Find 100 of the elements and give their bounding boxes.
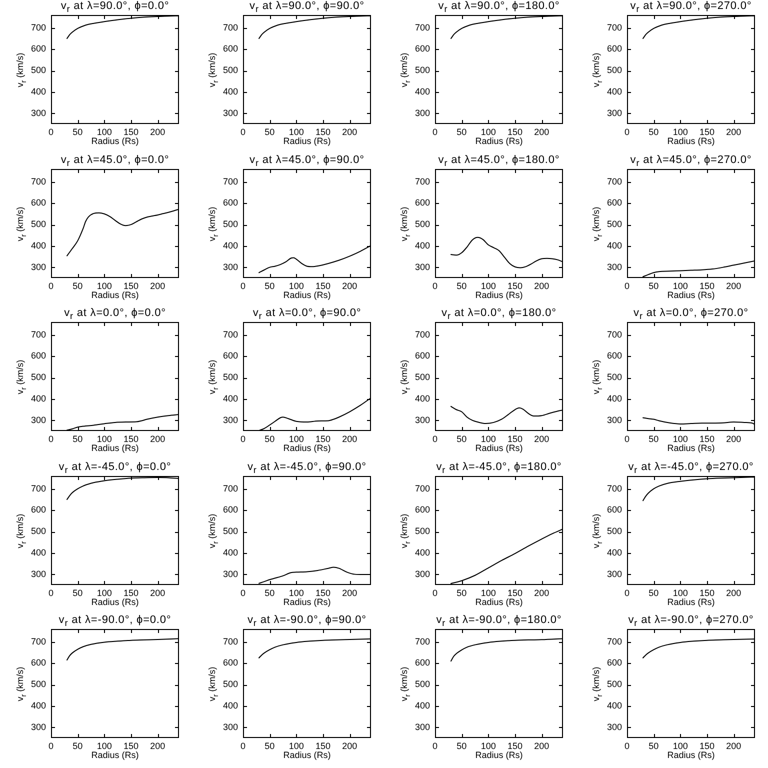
x-tick-label: 100	[96, 434, 112, 444]
x-axis-title: Radius (Rs)	[667, 597, 715, 608]
x-tick-label: 200	[150, 740, 166, 751]
y-tick-label: 500	[30, 526, 46, 536]
x-tick-label: 150	[315, 280, 331, 291]
chart-title: v$_{r}$ at λ=-45.0°, ϕ=180.0°	[435, 461, 563, 476]
y-tick-label: 400	[606, 393, 622, 404]
chart-title: v$_{r}$ at λ=0.0°, ϕ=90.0°	[252, 307, 362, 322]
y-tick-label: 700	[222, 22, 238, 32]
x-tick-label: 200	[150, 588, 166, 598]
x-tick-label: 100	[480, 740, 496, 751]
x-tick-label: 200	[726, 280, 742, 291]
x-tick-label: 0	[240, 588, 246, 598]
chart-title: v$_{r}$ at λ=90.0°, ϕ=180.0°	[437, 0, 561, 16]
x-tick-label: 200	[150, 126, 166, 137]
chart-title: v$_{r}$ at λ=-45.0°, ϕ=270.0°	[627, 461, 755, 476]
x-tick-label: 100	[288, 740, 304, 751]
x-tick-label: 200	[342, 434, 358, 444]
y-tick-label: 700	[414, 176, 430, 186]
x-tick-label: 200	[150, 280, 166, 291]
y-tick-label: 600	[606, 658, 622, 668]
chart-title: v$_{r}$ at λ=0.0°, ϕ=0.0°	[63, 307, 167, 322]
y-tick-label: 300	[414, 414, 430, 425]
x-tick-label: 0	[432, 588, 438, 598]
y-tick-label: 300	[606, 722, 622, 732]
x-tick-label: 150	[315, 126, 331, 137]
x-tick-label: 50	[264, 434, 275, 444]
y-tick-label: 400	[606, 547, 622, 558]
y-tick-label: 400	[30, 547, 46, 558]
y-tick-label: 500	[222, 219, 238, 230]
x-tick-label: 150	[123, 740, 139, 751]
y-tick-label: 400	[414, 240, 430, 250]
x-axis-title: Radius (Rs)	[91, 750, 139, 760]
y-tick-label: 700	[606, 22, 622, 32]
x-axis-title: Radius (Rs)	[475, 750, 523, 760]
y-tick-label: 600	[606, 44, 622, 54]
x-tick-label: 0	[48, 740, 54, 751]
x-tick-label: 100	[672, 740, 688, 751]
x-tick-label: 50	[264, 280, 275, 291]
y-tick-label: 600	[414, 44, 430, 54]
x-axis-title: Radius (Rs)	[91, 136, 139, 146]
y-tick-label: 300	[222, 568, 238, 579]
x-tick-label: 50	[264, 126, 275, 137]
x-axis-title: Radius (Rs)	[283, 290, 331, 300]
chart-title: v$_{r}$ at λ=-45.0°, ϕ=0.0°	[58, 461, 172, 476]
x-tick-label: 50	[456, 434, 467, 444]
x-tick-label: 0	[624, 740, 630, 751]
x-axis-title: Radius (Rs)	[667, 750, 715, 760]
y-tick-label: 700	[30, 22, 46, 32]
y-tick-label: 400	[606, 700, 622, 710]
chart-title: v$_{r}$ at λ=0.0°, ϕ=180.0°	[440, 307, 558, 322]
x-tick-label: 150	[315, 434, 331, 444]
x-axis-title: Radius (Rs)	[475, 443, 523, 454]
y-tick-label: 500	[606, 219, 622, 230]
y-tick-label: 600	[222, 350, 238, 361]
x-tick-label: 200	[534, 740, 550, 751]
x-tick-label: 0	[432, 434, 438, 444]
x-tick-label: 0	[432, 280, 438, 291]
y-tick-label: 300	[30, 414, 46, 425]
chart-title: v$_{r}$ at λ=0.0°, ϕ=270.0°	[632, 307, 750, 322]
y-tick-label: 400	[222, 547, 238, 558]
x-tick-label: 0	[624, 126, 630, 137]
x-tick-label: 200	[342, 740, 358, 751]
x-tick-label: 200	[342, 588, 358, 598]
y-tick-label: 600	[30, 504, 46, 515]
y-tick-label: 500	[414, 65, 430, 76]
y-tick-label: 500	[606, 526, 622, 536]
y-tick-label: 300	[414, 262, 430, 272]
x-tick-label: 150	[699, 434, 715, 444]
chart-title: v$_{r}$ at λ=-90.0°, ϕ=90.0°	[246, 614, 368, 630]
x-tick-label: 150	[507, 434, 523, 444]
x-tick-label: 50	[456, 588, 467, 598]
x-tick-label: 200	[726, 434, 742, 444]
y-tick-label: 300	[414, 722, 430, 732]
y-tick-label: 700	[222, 483, 238, 494]
x-tick-label: 0	[48, 588, 54, 598]
x-tick-label: 0	[624, 434, 630, 444]
x-axis-title: Radius (Rs)	[475, 136, 523, 146]
x-tick-label: 100	[96, 588, 112, 598]
y-tick-label: 600	[222, 658, 238, 668]
x-tick-label: 50	[456, 126, 467, 137]
y-tick-label: 300	[606, 414, 622, 425]
y-tick-label: 700	[222, 329, 238, 340]
x-tick-label: 150	[507, 280, 523, 291]
x-tick-label: 150	[123, 126, 139, 137]
y-tick-label: 500	[606, 65, 622, 76]
y-tick-label: 400	[222, 240, 238, 250]
x-axis-title: Radius (Rs)	[667, 443, 715, 454]
y-tick-label: 700	[414, 636, 430, 646]
x-tick-label: 200	[534, 588, 550, 598]
x-tick-label: 100	[288, 126, 304, 137]
x-tick-label: 200	[726, 126, 742, 137]
x-axis-title: Radius (Rs)	[475, 597, 523, 608]
y-tick-label: 500	[414, 372, 430, 382]
x-axis-title: Radius (Rs)	[91, 597, 139, 608]
x-tick-label: 0	[48, 434, 54, 444]
x-tick-label: 150	[699, 126, 715, 137]
x-tick-label: 150	[315, 588, 331, 598]
x-tick-label: 50	[72, 126, 83, 137]
chart-title: v$_{r}$ at λ=90.0°, ϕ=90.0°	[248, 0, 366, 16]
